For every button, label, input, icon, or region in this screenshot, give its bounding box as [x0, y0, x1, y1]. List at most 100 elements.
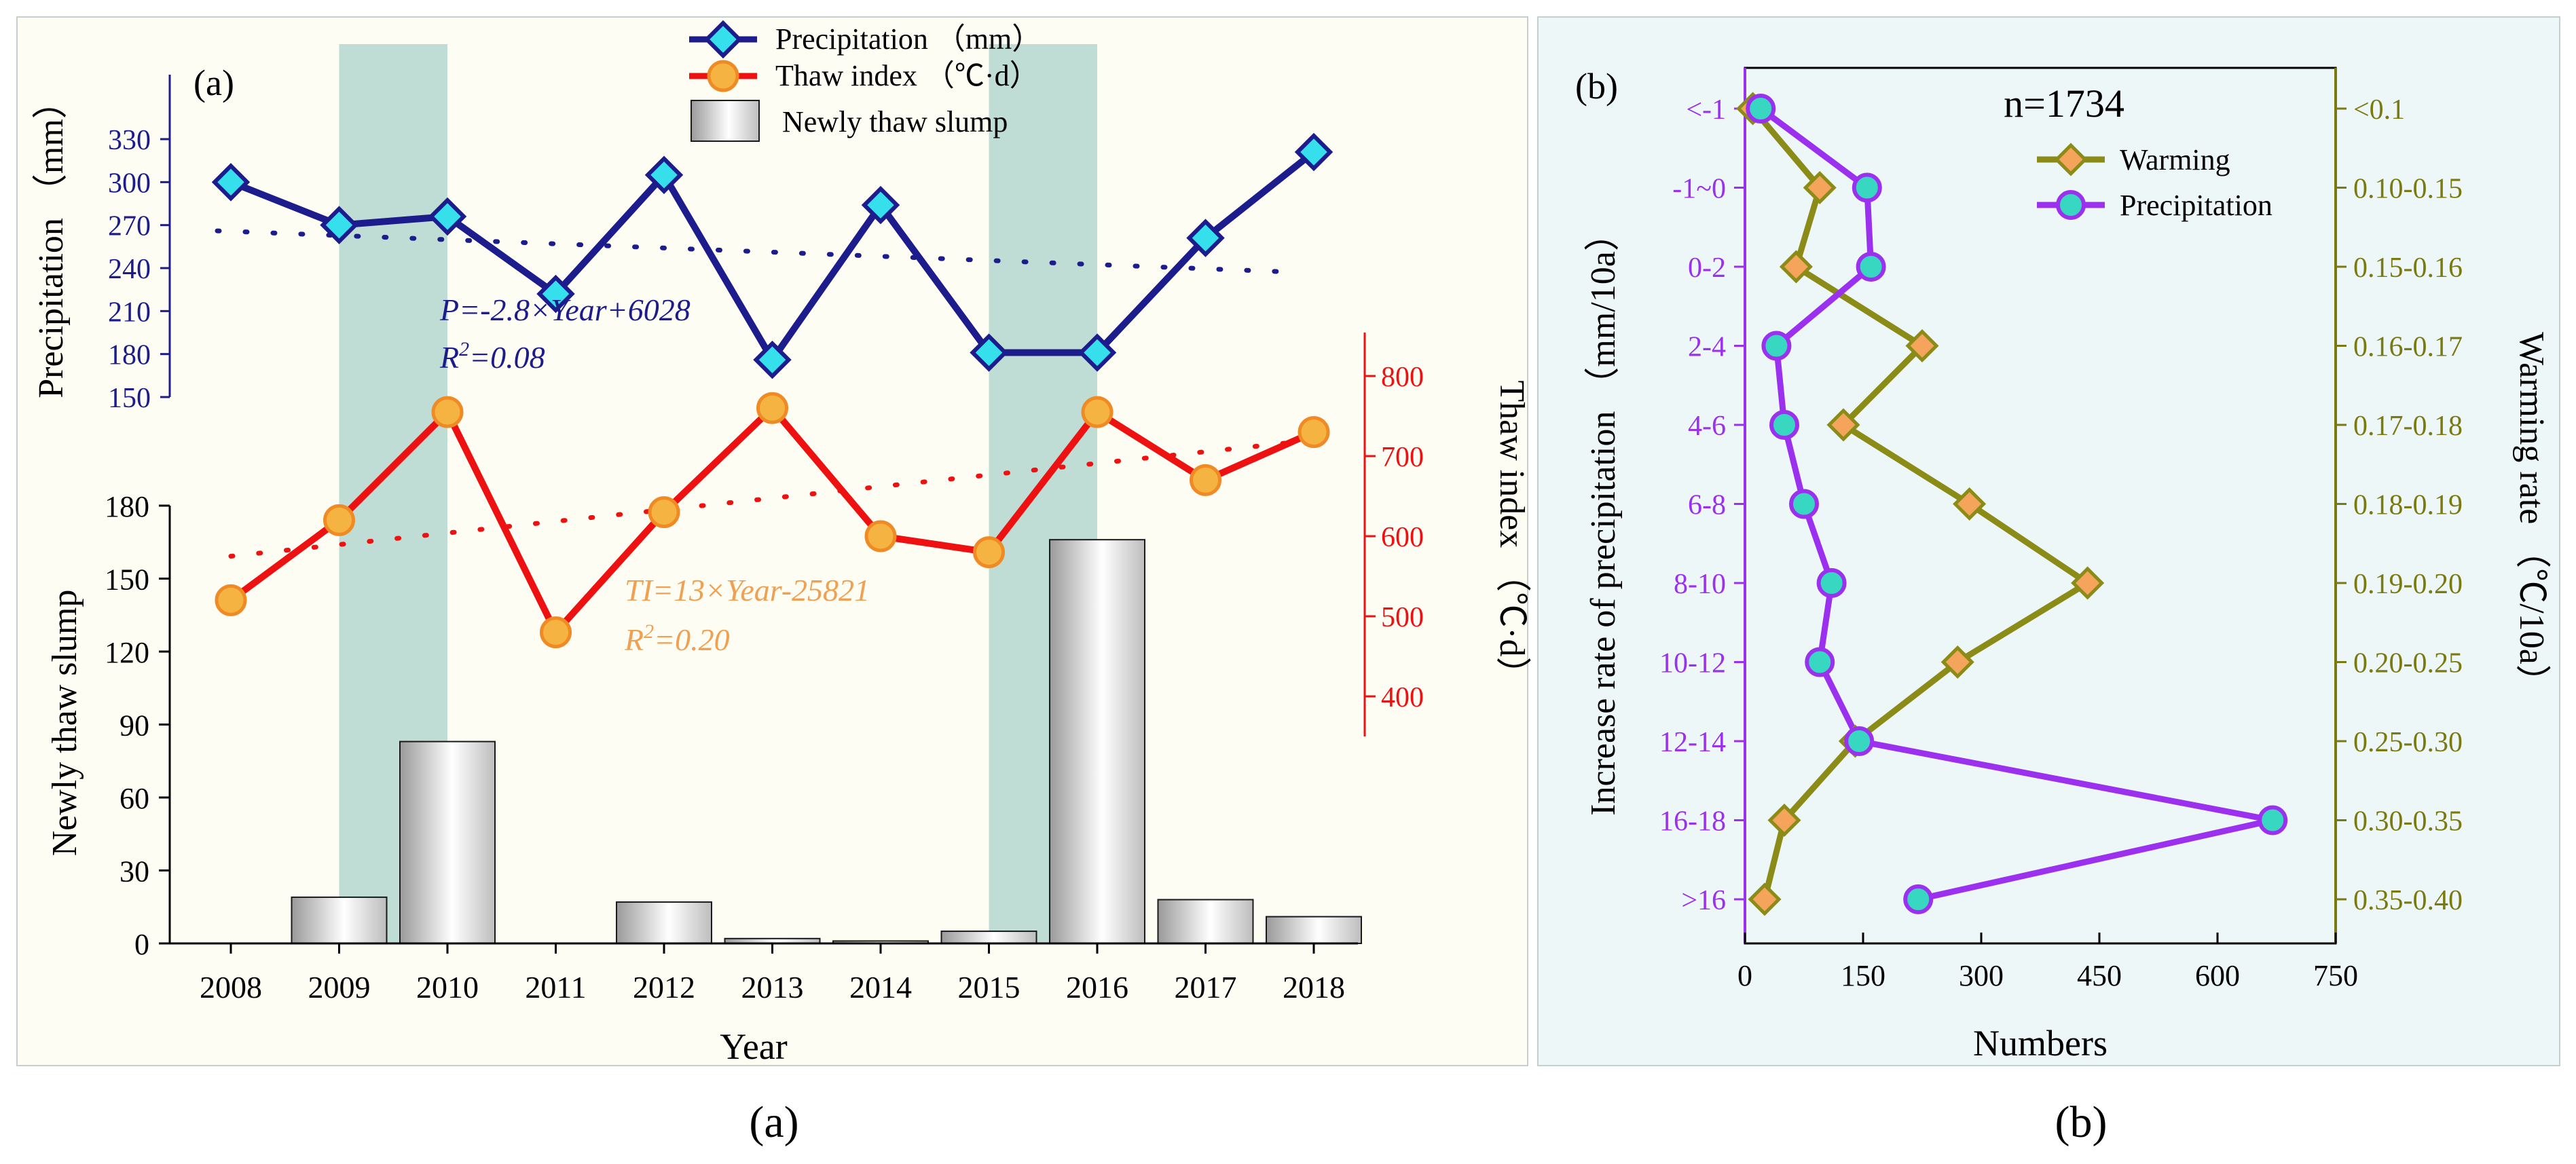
- b-x-tick-label-750: 750: [2313, 959, 2358, 992]
- thaw-point-2009: [323, 504, 355, 536]
- panel-a-series: [211, 132, 1333, 649]
- thaw-tick-label-400: 400: [1381, 682, 1424, 713]
- precip-point-2010: [428, 197, 467, 236]
- slump-tick-label-150: 150: [105, 563, 149, 597]
- captions: (a) (b): [749, 1097, 2107, 1147]
- panel-b-axes: 0 150 300 450 600 750 <-1 -1~0 0-2 2-4 4-6 6-8 8-10 1…: [1659, 67, 2463, 992]
- precip-trend-r2: R2=0.08: [439, 338, 545, 375]
- precip-point-2017: [1186, 219, 1225, 257]
- thaw-tick-label-700: 700: [1381, 442, 1424, 473]
- panel-b-legend: Warming Precipitation: [2037, 143, 2273, 222]
- precip-count-point-0: [1746, 94, 1776, 124]
- panel-b-series: [1736, 92, 2288, 916]
- b-right-label-6: 0.19-0.20: [2353, 569, 2463, 600]
- thaw-tick-label-800: 800: [1381, 362, 1424, 393]
- precip-count-point-8: [1844, 726, 1875, 756]
- legend-warming-marker: [2054, 143, 2088, 176]
- b-x-tick-label-600: 600: [2195, 959, 2240, 992]
- x-tick-label-2014: 2014: [849, 970, 912, 1005]
- precip-count-point-2: [1856, 252, 1886, 282]
- slump-tick-label-30: 30: [119, 855, 149, 888]
- slump-bar-2015: [940, 931, 1037, 945]
- warming-point-3: [1905, 328, 1939, 363]
- warming-point-2: [1779, 250, 1813, 284]
- precip-count-point-5: [1789, 489, 1819, 519]
- legend-slump-swatch: [691, 100, 760, 142]
- panel-a-axes: 2008 2009 2010 2011 2012 2013 2014 2015 2016 2017…: [105, 75, 1424, 1005]
- b-left-label-8: 12-14: [1659, 727, 1726, 758]
- thaw-trend-equation: TI=13×Year-25821: [625, 573, 870, 607]
- precip-count-point-3: [1761, 331, 1792, 361]
- warming-point-9: [1767, 803, 1801, 838]
- precip-count-point-4: [1769, 410, 1799, 440]
- panel-label-b: (b): [1575, 66, 1618, 107]
- b-x-tick-label-450: 450: [2077, 959, 2122, 992]
- precip-tick-label-180: 180: [108, 340, 151, 371]
- x-tick-label-2012: 2012: [633, 970, 695, 1005]
- legend-precip-label: Precipitation （mm）: [775, 22, 1042, 56]
- warming-point-5: [1953, 487, 1987, 521]
- precip-count-point-6: [1816, 568, 1847, 598]
- precip-count-point-7: [1805, 647, 1835, 677]
- thaw-point-2015: [973, 536, 1005, 569]
- b-right-label-0: <0.1: [2353, 94, 2405, 126]
- precip-point-2008: [211, 163, 251, 202]
- slump-bars: [291, 539, 1362, 945]
- b-right-label-8: 0.25-0.30: [2353, 727, 2463, 758]
- slump-bar-2017: [1157, 899, 1254, 944]
- b-left-label-1: -1~0: [1672, 174, 1726, 205]
- slump-bar-2012: [616, 901, 712, 945]
- thaw-point-2008: [215, 584, 247, 616]
- b-left-label-5: 6-8: [1688, 490, 1726, 521]
- b-left-label-2: 0-2: [1688, 252, 1726, 284]
- b-x-tick-label-300: 300: [1959, 959, 2004, 992]
- warming-point-6: [2071, 566, 2105, 600]
- legend-slump-label: Newly thaw slump: [782, 105, 1008, 138]
- thaw-point-2018: [1298, 416, 1330, 449]
- b-left-label-4: 4-6: [1688, 411, 1726, 442]
- legend-precip-count-label: Precipitation: [2120, 189, 2273, 222]
- thaw-r2-base: R: [624, 622, 644, 657]
- x-tick-label-2010: 2010: [416, 970, 479, 1005]
- warming-point-10: [1748, 882, 1782, 916]
- precip-point-2015: [970, 333, 1008, 372]
- slump-bar-2018: [1266, 916, 1362, 945]
- legend-warming-label: Warming: [2120, 143, 2230, 176]
- thaw-trend-r2: R2=0.20: [624, 620, 730, 657]
- precip-tick-label-240: 240: [108, 254, 151, 285]
- thaw-point-2012: [648, 496, 680, 529]
- b-right-label-5: 0.18-0.19: [2353, 490, 2463, 521]
- b-x-tick-label-0: 0: [1737, 959, 1752, 992]
- x-tick-label-2016: 2016: [1066, 970, 1128, 1005]
- precip-point-2009: [320, 206, 358, 244]
- thaw-r2-sup: 2: [644, 620, 654, 643]
- x-tick-label-2013: 2013: [741, 970, 804, 1005]
- precip-tick-label-270: 270: [108, 211, 151, 242]
- slump-tick-label-90: 90: [119, 709, 149, 743]
- caption-a: (a): [749, 1097, 798, 1147]
- slump-tick-label-180: 180: [105, 490, 149, 523]
- b-right-label-3: 0.16-0.17: [2353, 332, 2463, 363]
- b-right-label-2: 0.15-0.16: [2353, 252, 2463, 284]
- thaw-tick-label-600: 600: [1381, 522, 1424, 553]
- panel-label-a: (a): [194, 62, 234, 103]
- panel-b-background: [1537, 16, 2560, 1066]
- thaw-point-2010: [431, 396, 464, 428]
- slump-tick-label-120: 120: [105, 636, 149, 669]
- precip-point-2016: [1078, 333, 1117, 372]
- warming-point-7: [1940, 645, 1974, 679]
- precip-point-2018: [1294, 132, 1333, 172]
- precip-count-point-9: [2258, 805, 2288, 836]
- slump-bar-2009: [291, 896, 388, 944]
- legend-thaw-marker: [707, 60, 739, 92]
- x-tick-label-2009: 2009: [308, 970, 371, 1005]
- thaw-point-2016: [1081, 396, 1114, 428]
- b-left-label-3: 2-4: [1688, 332, 1726, 363]
- panel-a-text: Year Precipitation （mm） Newly thaw slump Th…: [32, 62, 1531, 1067]
- precip-point-2014: [861, 185, 900, 225]
- b-left-label-9: 16-18: [1659, 806, 1726, 838]
- warming-point-4: [1826, 408, 1860, 442]
- caption-b: (b): [2055, 1097, 2108, 1147]
- b-left-label-7: 10-12: [1659, 648, 1726, 679]
